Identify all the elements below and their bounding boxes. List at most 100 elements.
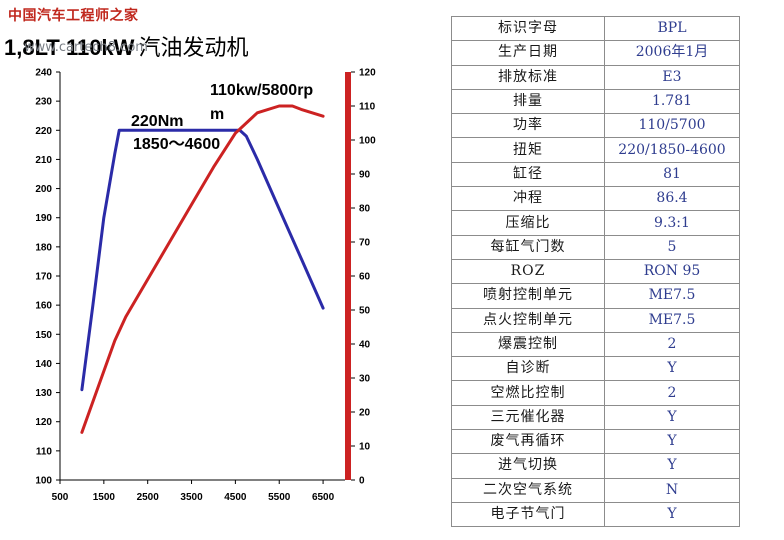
spec-value: N — [604, 477, 740, 503]
y2-tick-label: 60 — [359, 272, 371, 283]
spec-label: 生产日期 — [451, 40, 605, 66]
spec-label: 爆震控制 — [451, 331, 605, 358]
torque-curve — [80, 128, 325, 392]
watermark-url: www.cartech8.com — [24, 40, 148, 55]
spec-label: 压缩比 — [451, 210, 605, 236]
spec-value: 2006年1月 — [604, 40, 740, 66]
y2-tick-label: 0 — [359, 476, 365, 487]
y2-tick-label: 40 — [359, 340, 371, 351]
y-tick-label: 190 — [35, 213, 52, 224]
table-row: 电子节气门 Y — [451, 501, 740, 528]
spec-label: ROZ — [451, 258, 605, 285]
y-tick-label: 210 — [35, 155, 52, 166]
power-curve — [80, 104, 325, 434]
title-model: 1,8LT 110kW — [4, 35, 135, 60]
x-tick-label: 6500 — [312, 492, 335, 503]
table-row: 自诊断 Y — [451, 356, 740, 382]
table-row: 爆震控制 2 — [451, 331, 740, 358]
y-tick-label: 100 — [35, 476, 52, 487]
x-tick-label: 500 — [52, 492, 69, 503]
x-tick-label: 4500 — [224, 492, 247, 503]
watermark-site-name: 中国汽车工程师之家 — [8, 8, 139, 24]
y-tick-label: 150 — [35, 330, 52, 341]
table-row: 扭矩 220/1850-4600 — [451, 137, 740, 163]
spec-value: RON 95 — [604, 258, 740, 285]
spec-value: Y — [604, 356, 740, 382]
torque-peak-label: 220Nm — [131, 113, 183, 130]
y-tick-label: 130 — [35, 388, 52, 399]
y2-tick-label: 100 — [359, 136, 376, 147]
table-row: 点火控制单元 ME7.5 — [451, 307, 740, 333]
x-tick-label: 5500 — [268, 492, 291, 503]
spec-value: 5 — [604, 234, 740, 260]
y2-tick-label: 80 — [359, 204, 371, 215]
spec-value: 86.4 — [604, 186, 740, 212]
y-tick-label: 220 — [35, 126, 52, 137]
spec-label: 排量 — [451, 88, 605, 115]
y2-tick-label: 10 — [359, 442, 371, 453]
table-row: 空燃比控制 2 — [451, 380, 740, 406]
table-row: 废气再循环 Y — [451, 429, 740, 455]
y-tick-label: 160 — [35, 301, 52, 312]
y-tick-label: 170 — [35, 272, 52, 283]
spec-value: BPL — [604, 15, 740, 42]
y-tick-label: 120 — [35, 417, 52, 428]
spec-value: 1.781 — [604, 88, 740, 115]
spec-label: 废气再循环 — [451, 429, 605, 455]
spec-label: 标识字母 — [451, 15, 605, 42]
spec-label: 排放标准 — [451, 64, 605, 90]
y-axis-right-bar — [345, 72, 351, 480]
page-title: 1,8LT 110kW 汽油发动机 — [4, 30, 248, 62]
y2-tick-label: 20 — [359, 408, 371, 419]
table-row: 生产日期 2006年1月 — [451, 40, 740, 66]
title-desc: 汽油发动机 — [138, 36, 249, 61]
y-tick-label: 200 — [35, 184, 52, 195]
table-row: 二次空气系统 N — [451, 477, 740, 503]
table-row: 排量 1.781 — [451, 88, 740, 115]
y-tick-label: 140 — [35, 359, 52, 370]
y2-tick-label: 120 — [359, 68, 376, 79]
spec-label: 三元催化器 — [451, 404, 605, 431]
table-row: 压缩比 9.3:1 — [451, 210, 740, 236]
table-row: 标识字母 BPL — [451, 15, 740, 42]
power-peak-label: 110kw/5800rp — [210, 82, 313, 99]
table-row: 冲程 86.4 — [451, 186, 740, 212]
y2-tick-label: 30 — [359, 374, 371, 385]
table-row: ROZ RON 95 — [451, 258, 740, 285]
spec-label: 冲程 — [451, 186, 605, 212]
spec-value: 2 — [604, 331, 740, 358]
engine-performance-chart: 500 1500 2500 3500 4500 5500 65001001101201301… — [35, 68, 376, 504]
table-row: 功率 110/5700 — [451, 113, 740, 139]
spec-value: 81 — [604, 161, 740, 188]
table-row: 喷射控制单元 ME7.5 — [451, 283, 740, 309]
spec-value: 110/5700 — [604, 113, 740, 139]
y-tick-label: 180 — [35, 242, 52, 253]
spec-value: Y — [604, 429, 740, 455]
y-tick-label: 240 — [35, 68, 52, 79]
table-row: 每缸气门数 5 — [451, 234, 740, 260]
table-row: 三元催化器 Y — [451, 404, 740, 431]
spec-label: 空燃比控制 — [451, 380, 605, 406]
engine-spec-table: 标识字母 BPL 生产日期 2006年1月 排放标准 E3 排量 1.781 功率 110/570… — [451, 15, 740, 528]
x-tick-label: 1500 — [93, 492, 116, 503]
table-row: 排放标准 E3 — [451, 64, 740, 90]
spec-value: Y — [604, 404, 740, 431]
y2-tick-label: 50 — [359, 306, 371, 317]
spec-label: 电子节气门 — [451, 501, 605, 528]
spec-label: 喷射控制单元 — [451, 283, 605, 309]
spec-value: 9.3:1 — [604, 210, 740, 236]
spec-label: 自诊断 — [451, 356, 605, 382]
x-tick-label: 2500 — [137, 492, 160, 503]
spec-value: 220/1850-4600 — [604, 137, 740, 163]
x-tick-label: 3500 — [180, 492, 203, 503]
y-tick-label: 230 — [35, 97, 52, 108]
chart-lines — [80, 104, 325, 434]
spec-label: 功率 — [451, 113, 605, 139]
chart-axes: 500 1500 2500 3500 4500 5500 65001001101201301… — [35, 68, 376, 504]
spec-value: ME7.5 — [604, 307, 740, 333]
y2-tick-label: 110 — [359, 102, 376, 113]
spec-label: 扭矩 — [451, 137, 605, 163]
spec-value: ME7.5 — [604, 283, 740, 309]
torque-rpm-range-label: 1850～4600 — [133, 136, 220, 153]
spec-value: E3 — [604, 64, 740, 90]
